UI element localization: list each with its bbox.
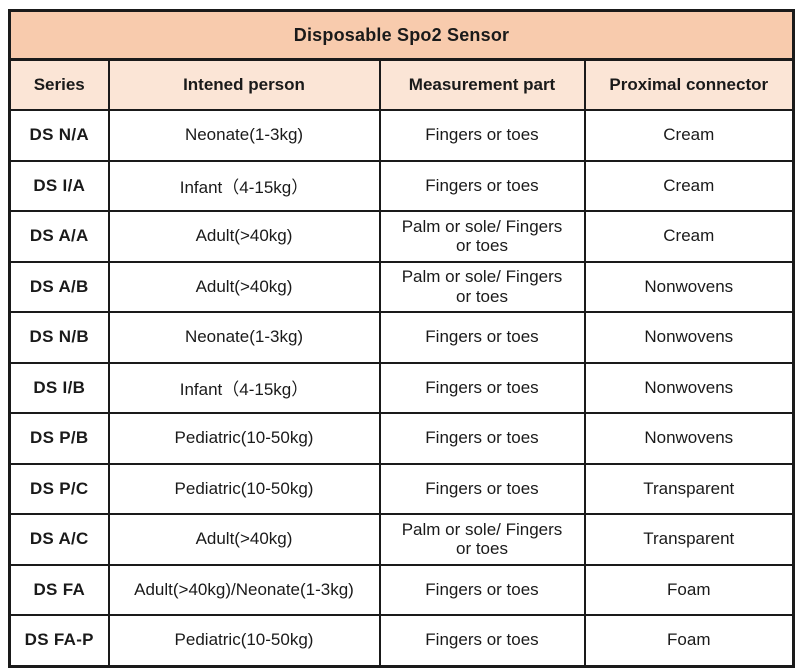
cell-intended-person: Neonate(1-3kg) bbox=[107, 109, 381, 162]
table-row: DS FA Adult(>40kg)/Neonate(1-3kg) Finger… bbox=[8, 563, 795, 616]
cell-series: DS I/A bbox=[8, 159, 110, 212]
cell-intended-person: Adult(>40kg)/Neonate(1-3kg) bbox=[107, 563, 381, 616]
cell-measurement-part: Fingers or toes bbox=[378, 361, 586, 414]
cell-intended-person: Adult(>40kg) bbox=[107, 210, 381, 263]
cell-proximal-connector: Foam bbox=[583, 563, 795, 616]
cell-proximal-connector: Cream bbox=[583, 109, 795, 162]
cell-series: DS A/C bbox=[8, 513, 110, 566]
column-header-proximal-connector: Proximal connector bbox=[583, 58, 795, 111]
cell-proximal-connector: Transparent bbox=[583, 513, 795, 566]
cell-series: DS A/A bbox=[8, 210, 110, 263]
cell-intended-person: Adult(>40kg) bbox=[107, 260, 381, 313]
table-row: DS N/B Neonate(1-3kg) Fingers or toes No… bbox=[8, 311, 795, 364]
cell-proximal-connector: Nonwovens bbox=[583, 361, 795, 414]
table-row: DS A/C Adult(>40kg) Palm or sole/ Finger… bbox=[8, 513, 795, 566]
cell-intended-person: Pediatric(10-50kg) bbox=[107, 412, 381, 465]
cell-measurement-part: Fingers or toes bbox=[378, 109, 586, 162]
cell-measurement-part: Palm or sole/ Fingers or toes bbox=[378, 513, 586, 566]
cell-series: DS P/B bbox=[8, 412, 110, 465]
cell-measurement-part: Fingers or toes bbox=[378, 462, 586, 515]
cell-proximal-connector: Nonwovens bbox=[583, 311, 795, 364]
cell-series: DS FA-P bbox=[8, 614, 110, 667]
table-row: DS N/A Neonate(1-3kg) Fingers or toes Cr… bbox=[8, 109, 795, 162]
cell-proximal-connector: Nonwovens bbox=[583, 260, 795, 313]
table-row: DS I/A Infant（4-15kg） Fingers or toes Cr… bbox=[8, 159, 795, 212]
cell-measurement-part: Palm or sole/ Fingers or toes bbox=[378, 260, 586, 313]
column-header-measurement-part: Measurement part bbox=[378, 58, 586, 111]
cell-measurement-part: Fingers or toes bbox=[378, 614, 586, 667]
cell-proximal-connector: Cream bbox=[583, 210, 795, 263]
cell-intended-person: Pediatric(10-50kg) bbox=[107, 614, 381, 667]
table-title-row: Disposable Spo2 Sensor bbox=[8, 9, 795, 61]
cell-intended-person: Infant（4-15kg） bbox=[107, 361, 381, 414]
table-row: DS A/B Adult(>40kg) Palm or sole/ Finger… bbox=[8, 260, 795, 313]
table-title: Disposable Spo2 Sensor bbox=[8, 9, 795, 61]
cell-intended-person: Neonate(1-3kg) bbox=[107, 311, 381, 364]
cell-intended-person: Infant（4-15kg） bbox=[107, 159, 381, 212]
cell-measurement-part: Fingers or toes bbox=[378, 159, 586, 212]
cell-intended-person: Adult(>40kg) bbox=[107, 513, 381, 566]
cell-proximal-connector: Cream bbox=[583, 159, 795, 212]
table-row: DS A/A Adult(>40kg) Palm or sole/ Finger… bbox=[8, 210, 795, 263]
cell-series: DS I/B bbox=[8, 361, 110, 414]
cell-measurement-part: Fingers or toes bbox=[378, 311, 586, 364]
cell-series: DS P/C bbox=[8, 462, 110, 515]
cell-series: DS N/B bbox=[8, 311, 110, 364]
cell-measurement-part: Palm or sole/ Fingers or toes bbox=[378, 210, 586, 263]
table-header-row: Series Intened person Measurement part P… bbox=[8, 58, 795, 111]
column-header-intended-person: Intened person bbox=[107, 58, 381, 111]
cell-measurement-part: Fingers or toes bbox=[378, 412, 586, 465]
table-body: DS N/A Neonate(1-3kg) Fingers or toes Cr… bbox=[8, 109, 795, 667]
cell-proximal-connector: Nonwovens bbox=[583, 412, 795, 465]
cell-series: DS N/A bbox=[8, 109, 110, 162]
cell-proximal-connector: Transparent bbox=[583, 462, 795, 515]
cell-intended-person: Pediatric(10-50kg) bbox=[107, 462, 381, 515]
table-row: DS FA-P Pediatric(10-50kg) Fingers or to… bbox=[8, 614, 795, 667]
table-row: DS P/B Pediatric(10-50kg) Fingers or toe… bbox=[8, 412, 795, 465]
cell-proximal-connector: Foam bbox=[583, 614, 795, 667]
table-row: DS I/B Infant（4-15kg） Fingers or toes No… bbox=[8, 361, 795, 414]
column-header-series: Series bbox=[8, 58, 110, 111]
spo2-sensor-table: Disposable Spo2 Sensor Series Intened pe… bbox=[8, 9, 796, 668]
table-row: DS P/C Pediatric(10-50kg) Fingers or toe… bbox=[8, 462, 795, 515]
cell-series: DS FA bbox=[8, 563, 110, 616]
cell-measurement-part: Fingers or toes bbox=[378, 563, 586, 616]
page: Disposable Spo2 Sensor Series Intened pe… bbox=[8, 9, 796, 668]
cell-series: DS A/B bbox=[8, 260, 110, 313]
